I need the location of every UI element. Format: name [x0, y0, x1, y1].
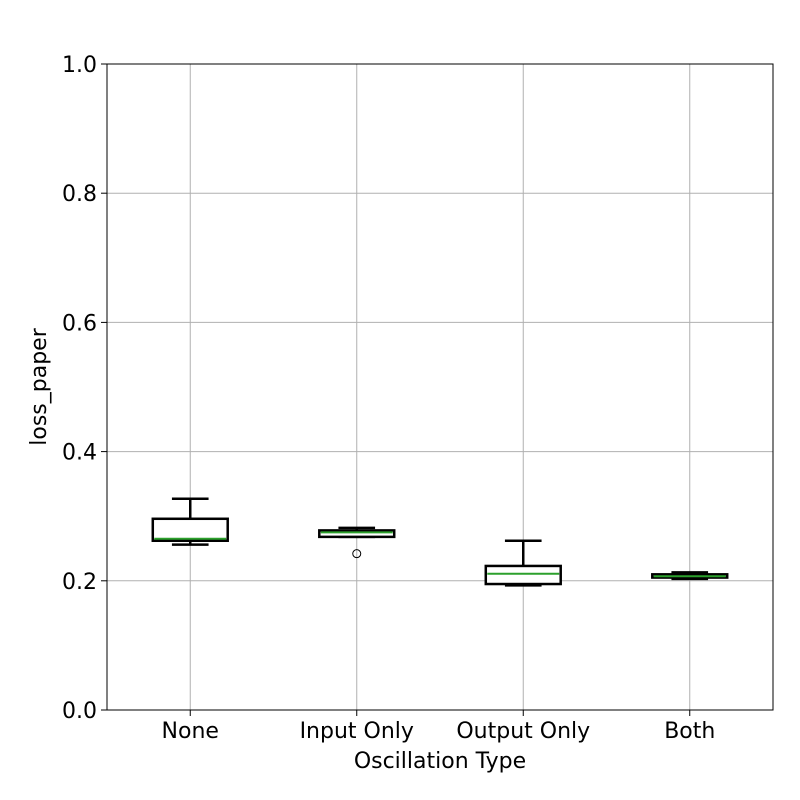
y-tick-label: 1.0: [62, 53, 97, 78]
y-axis-label: loss_paper: [27, 327, 52, 445]
outlier-point: [352, 549, 362, 559]
y-tick-label: 0.0: [62, 699, 97, 724]
iqr-box: [151, 517, 229, 542]
boxes: [151, 497, 729, 587]
x-tick-label: Input Only: [300, 719, 414, 744]
x-tick-label: Both: [664, 719, 715, 744]
box-input-only: [318, 526, 396, 559]
box-both: [651, 571, 729, 581]
y-tick-label: 0.4: [62, 441, 97, 466]
x-tick-label: None: [162, 719, 219, 744]
y-tick-label: 0.2: [62, 570, 97, 595]
x-axis-label: Oscillation Type: [354, 749, 526, 774]
box-output-only: [484, 539, 562, 587]
y-tick-label: 0.6: [62, 311, 97, 336]
x-tick-label: Output Only: [456, 719, 590, 744]
iqr-box: [318, 529, 396, 539]
axis-ticks: 0.0 0.2 0.4 0.6 0.8 1.0 None Input Only Output O…: [62, 53, 715, 744]
iqr-box: [484, 564, 562, 586]
plot-frame: [106, 63, 774, 711]
y-tick-label: 0.8: [62, 182, 97, 207]
box-none: [151, 497, 229, 546]
